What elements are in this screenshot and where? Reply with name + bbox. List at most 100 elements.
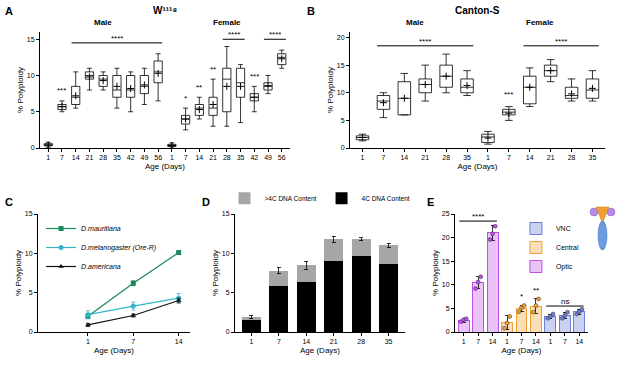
svg-text:14: 14 [526, 154, 534, 161]
svg-text:1: 1 [548, 338, 552, 345]
svg-text:Age (Days): Age (Days) [145, 162, 185, 171]
svg-text:20: 20 [337, 34, 345, 41]
svg-text:0: 0 [341, 144, 345, 151]
svg-text:****: **** [111, 34, 123, 43]
svg-text:15: 15 [222, 210, 230, 217]
svg-text:56: 56 [154, 154, 162, 161]
svg-text:*: * [184, 94, 187, 103]
svg-text:10: 10 [27, 72, 35, 79]
svg-text:% Polyploidy: % Polyploidy [211, 250, 220, 296]
svg-text:****: **** [472, 212, 484, 221]
svg-text:10: 10 [337, 89, 345, 96]
svg-text:B: B [307, 5, 315, 17]
svg-text:1: 1 [505, 338, 509, 345]
svg-text:E: E [427, 196, 434, 208]
svg-text:>4C DNA Content: >4C DNA Content [265, 195, 317, 202]
svg-text:28: 28 [357, 338, 365, 345]
svg-text:Optic: Optic [556, 263, 573, 271]
svg-text:28: 28 [223, 154, 231, 161]
svg-text:5: 5 [446, 305, 450, 312]
svg-text:% Polyploidy: % Polyploidy [14, 250, 23, 296]
svg-text:D.melanogaster (Ore-R): D.melanogaster (Ore-R) [81, 244, 156, 252]
svg-text:1: 1 [486, 154, 490, 161]
svg-text:10: 10 [25, 250, 33, 257]
svg-text:C: C [5, 196, 13, 208]
svg-text:7: 7 [131, 338, 135, 345]
svg-text:A: A [5, 5, 13, 17]
svg-text:****: **** [419, 37, 431, 46]
svg-text:14: 14 [575, 338, 583, 345]
svg-text:***: *** [57, 86, 66, 95]
svg-text:7: 7 [381, 154, 385, 161]
svg-text:5: 5 [29, 289, 33, 296]
svg-text:21: 21 [421, 154, 429, 161]
svg-text:1: 1 [249, 338, 253, 345]
svg-text:21: 21 [547, 154, 555, 161]
svg-text:35: 35 [385, 338, 393, 345]
svg-text:14: 14 [302, 338, 310, 345]
svg-text:1: 1 [170, 154, 174, 161]
svg-text:Age (Days): Age (Days) [300, 346, 340, 355]
svg-text:W¹¹¹⁸: W¹¹¹⁸ [153, 5, 177, 16]
svg-text:28: 28 [568, 154, 576, 161]
svg-text:14: 14 [195, 154, 203, 161]
svg-text:***: *** [504, 90, 513, 99]
svg-text:7: 7 [476, 338, 480, 345]
svg-text:20: 20 [442, 234, 450, 241]
svg-text:10: 10 [222, 250, 230, 257]
svg-text:ns: ns [561, 297, 569, 306]
svg-text:35: 35 [589, 154, 597, 161]
svg-text:Central: Central [556, 244, 579, 251]
svg-text:25: 25 [442, 210, 450, 217]
svg-text:42: 42 [127, 154, 135, 161]
svg-text:**: ** [210, 65, 216, 74]
svg-text:5: 5 [31, 108, 35, 115]
svg-text:15: 15 [25, 210, 33, 217]
svg-text:21: 21 [209, 154, 217, 161]
svg-text:0: 0 [446, 328, 450, 335]
svg-text:7: 7 [563, 338, 567, 345]
svg-text:**: ** [196, 83, 202, 92]
svg-text:5: 5 [226, 289, 230, 296]
svg-text:49: 49 [264, 154, 272, 161]
svg-text:7: 7 [277, 338, 281, 345]
svg-text:14: 14 [532, 338, 540, 345]
svg-text:14: 14 [489, 338, 497, 345]
svg-text:35: 35 [463, 154, 471, 161]
svg-text:% Polyploidy: % Polyploidy [431, 250, 440, 296]
svg-text:% Polyploidy: % Polyploidy [326, 67, 335, 113]
svg-text:Age (Days): Age (Days) [457, 162, 497, 171]
svg-text:Female: Female [213, 18, 241, 27]
svg-text:D: D [202, 196, 210, 208]
svg-text:1: 1 [462, 338, 466, 345]
svg-text:10: 10 [442, 281, 450, 288]
svg-text:28: 28 [442, 154, 450, 161]
svg-text:5: 5 [341, 117, 345, 124]
svg-text:14: 14 [175, 338, 183, 345]
svg-text:**: ** [533, 286, 539, 295]
svg-text:0: 0 [31, 144, 35, 151]
svg-text:0: 0 [226, 328, 230, 335]
svg-text:15: 15 [337, 62, 345, 69]
svg-text:15: 15 [27, 36, 35, 43]
svg-text:D.mauritiana: D.mauritiana [81, 225, 121, 232]
svg-text:15: 15 [442, 258, 450, 265]
svg-text:% Polyploidy: % Polyploidy [16, 67, 25, 113]
svg-text:Female: Female [526, 18, 554, 27]
svg-text:VNC: VNC [556, 225, 571, 232]
svg-text:****: **** [555, 37, 567, 46]
svg-text:*: * [520, 292, 523, 301]
svg-text:21: 21 [86, 154, 94, 161]
svg-text:7: 7 [60, 154, 64, 161]
svg-text:1: 1 [361, 154, 365, 161]
svg-text:Male: Male [94, 18, 112, 27]
svg-text:35: 35 [237, 154, 245, 161]
svg-text:14: 14 [72, 154, 80, 161]
svg-text:42: 42 [250, 154, 258, 161]
svg-text:1: 1 [86, 338, 90, 345]
svg-text:7: 7 [507, 154, 511, 161]
svg-text:Age (Days): Age (Days) [501, 346, 541, 355]
svg-text:D.americana: D.americana [81, 263, 121, 270]
svg-text:Canton-S: Canton-S [455, 5, 500, 16]
svg-text:21: 21 [330, 338, 338, 345]
